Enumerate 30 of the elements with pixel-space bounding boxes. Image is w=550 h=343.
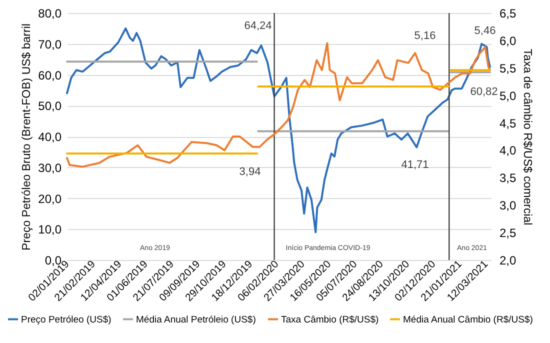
annotation: 3,94 — [239, 166, 261, 178]
y-tick-label: 40,0 — [38, 130, 62, 144]
y2-tick-label: 6,0 — [500, 34, 517, 48]
legend-label: Taxa Câmbio (R$/US$) — [281, 314, 379, 326]
y2-axis-title: Taxa de câmbio R$/US$ comercial — [521, 48, 534, 226]
y2-tick-label: 6,5 — [500, 6, 517, 20]
y2-tick-label: 5,0 — [500, 88, 517, 103]
legend-label: Preço Petróleo (US$) — [21, 314, 112, 326]
y2-tick-label: 5,5 — [500, 61, 517, 76]
annotation: 64,24 — [244, 20, 272, 32]
y2-tick-label: 4,0 — [500, 144, 517, 158]
y2-tick-label: 2,0 — [500, 254, 517, 268]
annotation: 5,16 — [414, 30, 436, 42]
y-axis-title: Preço Petróleo Bruto (Brent-FOB) US$ barril — [21, 24, 34, 250]
y2-tick-label: 2,5 — [500, 226, 517, 240]
legend-label: Média Anual Petróleio (US$) — [136, 314, 256, 326]
y-tick-label: 60,0 — [38, 68, 62, 82]
y-tick-label: 30,0 — [38, 160, 62, 175]
y-tick-label: 20,0 — [38, 192, 62, 206]
legend-label: Média Anual Câmbio (R$/US$) — [403, 314, 533, 326]
y-tick-label: 70,0 — [38, 37, 62, 52]
y2-tick-label: 3,0 — [500, 198, 517, 213]
annotation: 5,46 — [474, 25, 496, 37]
annotation: 60,82 — [470, 86, 498, 98]
y-tick-label: 50,0 — [38, 99, 62, 114]
annotation: 41,71 — [401, 159, 429, 171]
y-tick-label: 10,0 — [38, 222, 62, 237]
y2-tick-label: 3,5 — [500, 171, 517, 186]
y-tick-label: 80,0 — [38, 6, 62, 20]
y2-tick-label: 4,5 — [500, 116, 517, 130]
